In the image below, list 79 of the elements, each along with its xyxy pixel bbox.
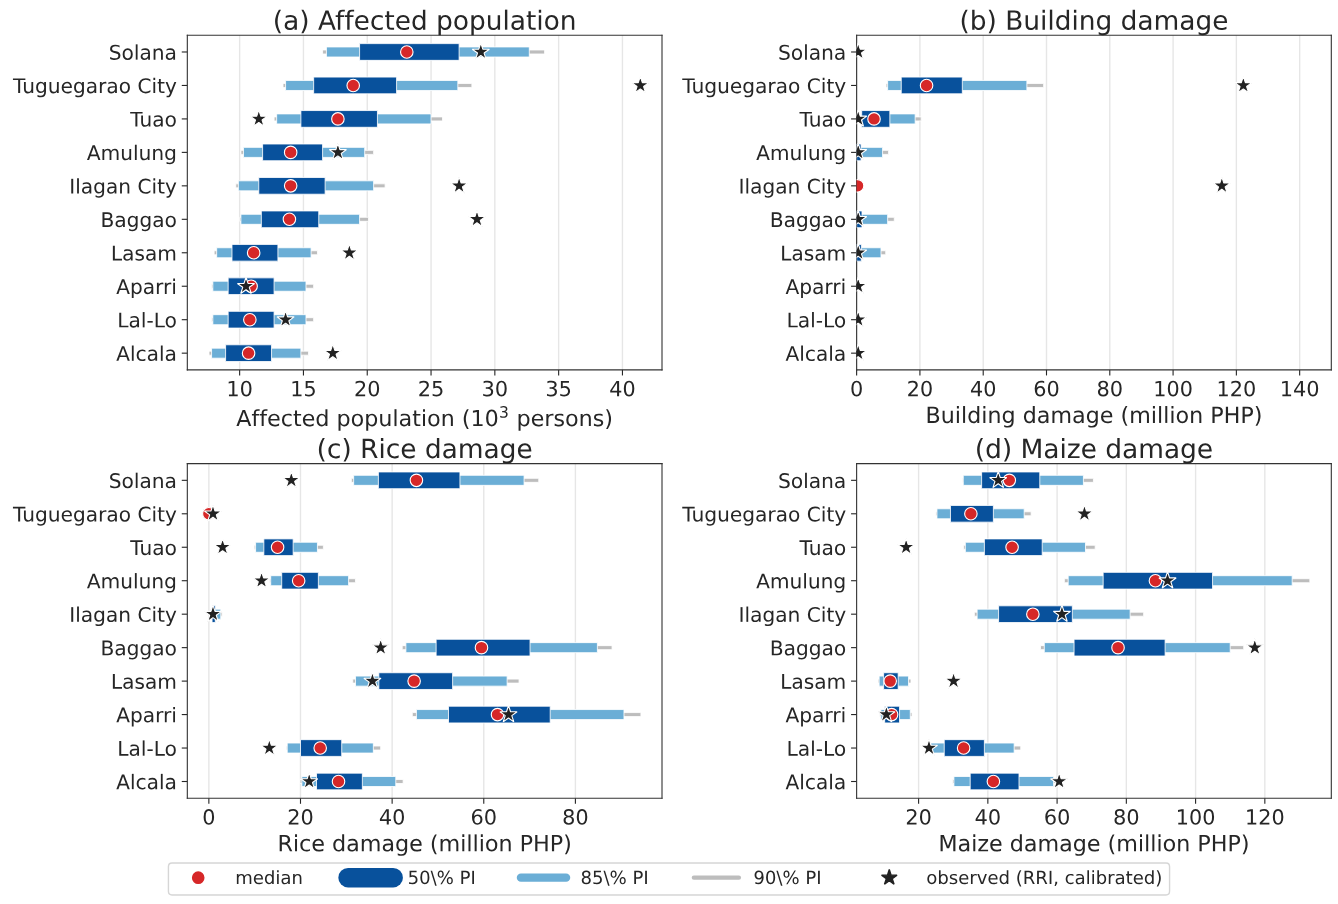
y-tick-label: Solana xyxy=(779,44,845,60)
y-tick-label: Amulung xyxy=(756,144,845,165)
y-tick-label: Ilagan City xyxy=(740,606,846,627)
x-tick-label: 100 xyxy=(1155,380,1192,397)
y-tick-label: Amulung xyxy=(87,573,176,593)
legend-label: observed (RRI, calibrated) xyxy=(927,870,1161,887)
y-tick-label: Tuao xyxy=(130,540,176,556)
y-tick-label: Aparri xyxy=(116,706,176,727)
x-tick-label: 100 xyxy=(1177,809,1215,825)
x-tick-label: 140 xyxy=(1282,380,1319,397)
x-axis-title: Maize damage (million PHP) xyxy=(940,834,1248,856)
y-tick-label: Lal-Lo xyxy=(119,312,176,328)
y-tick-label: Baggao xyxy=(771,212,846,232)
x-tick-label: 15 xyxy=(292,380,315,397)
x-tick-label: 20 xyxy=(908,380,932,397)
y-tick-label: Lasam xyxy=(112,674,176,690)
chart-title: (a) Affected population xyxy=(275,9,575,36)
y-tick-label: Solana xyxy=(110,472,176,489)
legend-label: 90\% PI xyxy=(754,870,820,886)
x-tick-label: 60 xyxy=(1045,809,1069,825)
y-tick-label: Tuguegarao City xyxy=(12,506,177,526)
x-tick-label: 80 xyxy=(1097,380,1122,397)
y-tick-label: Lal-Lo xyxy=(788,312,846,328)
y-tick-label: Baggao xyxy=(102,640,176,660)
x-tick-label: 35 xyxy=(546,380,571,397)
x-axis-title: Building damage (million PHP) xyxy=(927,406,1261,428)
y-tick-label: Alcala xyxy=(116,345,176,362)
y-tick-label: Ilagan City xyxy=(71,178,177,198)
y-tick-label: Amulung xyxy=(756,573,845,593)
legend-label: median xyxy=(236,870,302,885)
y-tick-label: Solana xyxy=(779,472,845,489)
x-tick-label: 80 xyxy=(563,809,588,825)
y-tick-label: Alcala xyxy=(785,773,845,790)
legend-label: 85\% PI xyxy=(581,870,647,886)
x-tick-label: 0 xyxy=(851,380,862,397)
y-tick-label: Aparri xyxy=(785,706,845,727)
y-tick-label: Amulung xyxy=(87,144,176,165)
x-tick-label: 10 xyxy=(228,380,252,397)
x-tick-label: 20 xyxy=(288,809,313,825)
y-tick-label: Alcala xyxy=(785,345,845,362)
y-tick-label: Alcala xyxy=(116,773,176,790)
y-tick-label: Ilagan City xyxy=(71,606,177,627)
chart-title: (c) Rice damage xyxy=(318,437,532,464)
y-tick-label: Tuguegarao City xyxy=(12,77,177,98)
x-tick-label: 40 xyxy=(379,809,404,825)
x-tick-label: 40 xyxy=(970,380,996,397)
x-tick-label: 120 xyxy=(1218,380,1255,397)
y-tick-label: Baggao xyxy=(771,640,846,660)
x-tick-label: 60 xyxy=(1034,380,1059,397)
x-axis-title: Rice damage (million PHP) xyxy=(279,834,570,856)
y-tick-label: Ilagan City xyxy=(740,178,846,198)
y-tick-label: Solana xyxy=(110,44,176,60)
x-tick-label: 25 xyxy=(419,380,443,397)
y-tick-label: Lal-Lo xyxy=(119,740,176,756)
x-tick-label: 60 xyxy=(471,809,496,825)
chart-title: (b) Building damage xyxy=(961,9,1228,36)
x-tick-label: 20 xyxy=(906,809,931,825)
y-tick-label: Tuao xyxy=(799,540,846,556)
x-tick-label: 30 xyxy=(483,380,507,397)
y-tick-label: Aparri xyxy=(785,278,845,299)
x-axis-title: Affected population (10$^{3}$ persons) xyxy=(236,406,612,431)
y-tick-label: Tuguegarao City xyxy=(682,506,846,526)
legend-label: 50\% PI xyxy=(409,870,475,886)
x-tick-label: 20 xyxy=(355,380,380,397)
chart-title: (d) Maize damage xyxy=(977,437,1212,464)
y-tick-label: Tuao xyxy=(799,111,846,127)
y-tick-label: Lasam xyxy=(112,245,176,261)
y-tick-label: Lasam xyxy=(782,674,845,690)
y-tick-label: Lasam xyxy=(782,245,845,261)
y-tick-label: Baggao xyxy=(102,212,176,232)
x-tick-label: 120 xyxy=(1247,809,1284,825)
y-tick-label: Lal-Lo xyxy=(788,740,846,756)
y-tick-label: Tuao xyxy=(130,111,176,127)
x-tick-label: 40 xyxy=(975,809,1000,825)
y-tick-label: Aparri xyxy=(116,278,176,299)
x-tick-label: 40 xyxy=(610,380,635,397)
y-tick-label: Tuguegarao City xyxy=(682,77,846,98)
x-tick-label: 80 xyxy=(1114,809,1139,825)
x-tick-label: 0 xyxy=(203,809,215,825)
